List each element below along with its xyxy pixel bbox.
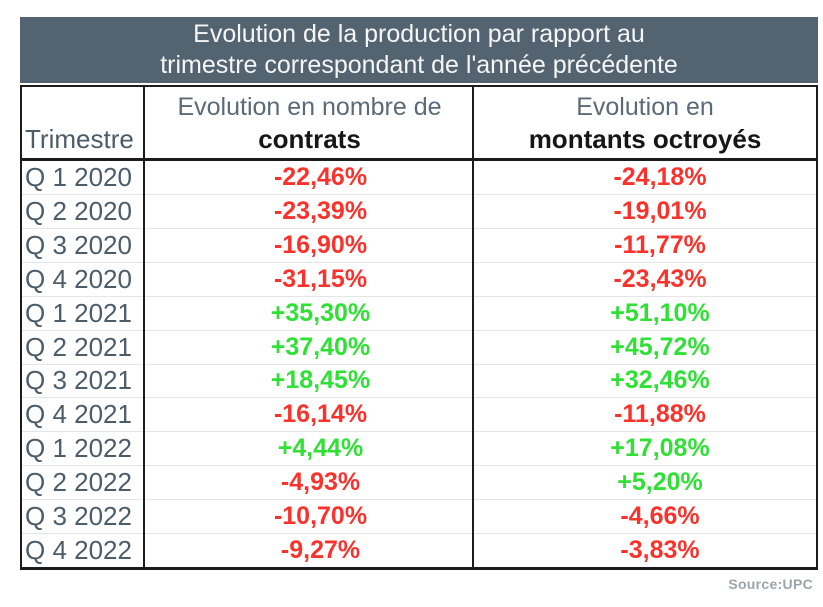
table-row: Q 2 2020 -23,39% -19,01% xyxy=(22,193,816,228)
contracts-value: -31,15% xyxy=(273,264,368,293)
quarter-label: Q 3 2021 xyxy=(25,365,132,396)
quarter-label: Q 2 2020 xyxy=(25,195,132,226)
table-row: Q 1 2020 -22,46% -24,18% xyxy=(22,161,816,194)
amounts-value: -4,66% xyxy=(620,502,700,531)
amounts-value: -11,88% xyxy=(614,400,706,429)
table-row: Q 3 2021 +18,45% +32,46% xyxy=(22,363,816,398)
amounts-value: -19,01% xyxy=(613,196,707,225)
source-note: Source:UPC xyxy=(728,576,813,592)
table-title: Evolution de la production par rapport a… xyxy=(20,17,818,83)
contracts-value: +35,30% xyxy=(270,298,371,327)
contracts-header-line1: Evolution en nombre de xyxy=(177,93,442,121)
table-body: Q 1 2020 -22,46% -24,18% Q 2 2020 -23,39% -19… xyxy=(22,161,816,567)
trimestre-header-label: Trimestre xyxy=(25,124,134,154)
table-title-line1: Evolution de la production par rapport a… xyxy=(193,20,645,48)
quarter-label: Q 3 2022 xyxy=(25,501,132,532)
quarter-label: Q 4 2021 xyxy=(25,399,132,430)
column-header-amounts: Evolution en montants octroyés xyxy=(474,87,816,158)
contracts-value: -10,70% xyxy=(273,502,368,531)
table-header-row: Trimestre Evolution en nombre de contrat… xyxy=(22,87,816,161)
quarter-label: Q 1 2022 xyxy=(25,433,132,464)
amounts-value: +5,20% xyxy=(617,468,703,497)
table-row: Q 2 2021 +37,40% +45,72% xyxy=(22,329,816,364)
production-evolution-table: Evolution de la production par rapport a… xyxy=(20,17,818,570)
amounts-value: +45,72% xyxy=(610,332,710,361)
amounts-value: -24,18% xyxy=(613,162,707,191)
amounts-value: -3,83% xyxy=(620,536,700,565)
quarter-label: Q 1 2021 xyxy=(25,297,132,328)
column-separator xyxy=(143,87,145,567)
amounts-value: -11,77% xyxy=(614,230,706,259)
table-row: Q 3 2022 -10,70% -4,66% xyxy=(22,499,816,533)
contracts-value: +4,44% xyxy=(277,434,364,463)
table-row: Q 3 2020 -16,90% -11,77% xyxy=(22,227,816,262)
amounts-header-line2: montants octroyés xyxy=(528,124,762,154)
contracts-value: -16,14% xyxy=(273,400,368,429)
quarter-label: Q 2 2021 xyxy=(25,331,132,362)
table-row: Q 1 2021 +35,30% +51,10% xyxy=(22,295,816,330)
quarter-label: Q 2 2022 xyxy=(25,467,132,498)
table-row: Q 4 2020 -31,15% -23,43% xyxy=(22,261,816,296)
contracts-header-line2: contrats xyxy=(258,124,361,154)
contracts-value: -23,39% xyxy=(273,196,368,225)
table-title-line2: trimestre correspondant de l'année précé… xyxy=(160,51,678,79)
contracts-value: -9,27% xyxy=(280,536,361,565)
column-header-contracts: Evolution en nombre de contrats xyxy=(145,87,474,158)
contracts-value: -22,46% xyxy=(273,162,368,191)
amounts-value: +32,46% xyxy=(610,366,710,395)
contracts-value: -16,90% xyxy=(273,230,368,259)
amounts-value: +51,10% xyxy=(610,298,710,327)
contracts-value: +18,45% xyxy=(270,366,371,395)
table-row: Q 2 2022 -4,93% +5,20% xyxy=(22,465,816,499)
table-row: Q 4 2021 -16,14% -11,88% xyxy=(22,397,816,431)
table-grid: Trimestre Evolution en nombre de contrat… xyxy=(20,85,818,570)
amounts-value: -23,43% xyxy=(613,264,707,293)
amounts-header-line1: Evolution en xyxy=(576,93,714,121)
column-header-trimestre: Trimestre xyxy=(22,87,145,158)
quarter-label: Q 4 2022 xyxy=(25,535,132,566)
table-row: Q 4 2022 -9,27% -3,83% xyxy=(22,533,816,567)
table-row: Q 1 2022 +4,44% +17,08% xyxy=(22,431,816,465)
amounts-value: +17,08% xyxy=(610,434,710,463)
quarter-label: Q 1 2020 xyxy=(25,161,132,192)
contracts-value: -4,93% xyxy=(280,468,361,497)
quarter-label: Q 4 2020 xyxy=(25,263,132,294)
quarter-label: Q 3 2020 xyxy=(25,229,132,260)
column-separator xyxy=(472,87,474,567)
contracts-value: +37,40% xyxy=(270,332,371,361)
